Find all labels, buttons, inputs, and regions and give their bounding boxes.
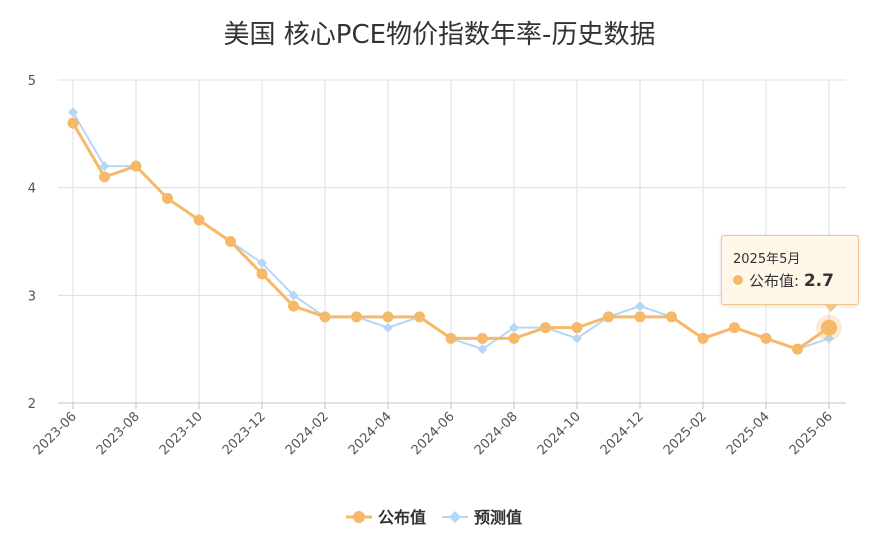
published-point [477, 332, 488, 344]
published-point [288, 300, 299, 312]
x-tick-label: 2024-08 [472, 409, 521, 458]
published-point [319, 311, 331, 323]
published-point [445, 332, 457, 344]
legend-published-label: 公布值 [378, 508, 426, 527]
published-point [130, 160, 142, 172]
published-point [67, 117, 79, 129]
published-point [256, 268, 268, 280]
forecast-point [635, 301, 645, 312]
forecast-point [509, 322, 519, 333]
x-tick-label: 2023-08 [94, 409, 143, 458]
y-tick-label: 5 [28, 74, 36, 89]
forecast-point [383, 322, 393, 333]
y-tick-label: 3 [28, 289, 36, 304]
published-point [99, 171, 110, 183]
published-point [792, 343, 803, 355]
forecast-point [68, 107, 78, 118]
published-point [571, 322, 583, 334]
highlight-point [821, 319, 837, 336]
published-point [508, 332, 520, 344]
published-point [162, 192, 173, 204]
x-tick-label: 2023-12 [220, 409, 269, 458]
published-point [225, 236, 236, 247]
forecast-point [824, 333, 834, 344]
x-tick-label: 2025-02 [661, 409, 710, 458]
x-tick-label: 2024-04 [346, 409, 395, 458]
tooltip-date: 2025年5月 [733, 252, 801, 267]
x-tick-label: 2023-06 [31, 409, 80, 458]
legend-forecast-label: 预测值 [474, 508, 522, 527]
x-tick-label: 2024-06 [409, 409, 458, 458]
x-tick-label: 2025-04 [724, 409, 773, 458]
legend-forecast-diamond-icon [449, 511, 461, 523]
published-point [540, 322, 551, 334]
forecast-point [572, 333, 582, 344]
forecast-point [257, 258, 267, 269]
y-tick-label: 4 [28, 182, 36, 197]
forecast-point [288, 290, 299, 301]
published-point [603, 311, 614, 323]
tooltip-series-label: 公布值: [749, 272, 800, 290]
x-tick-label: 2025-06 [787, 409, 836, 458]
x-tick-label: 2024-10 [535, 409, 584, 458]
forecast-point [477, 344, 488, 355]
published-point [382, 311, 394, 323]
data-tooltip: 2025年5月 公布值: 2.7 [721, 235, 859, 312]
published-point [729, 322, 740, 334]
published-point [760, 332, 772, 344]
forecast-point [99, 161, 110, 172]
chart-title: 美国 核心PCE物价指数年率-历史数据 [223, 20, 656, 50]
x-tick-label: 2023-10 [157, 409, 206, 458]
published-point [414, 311, 425, 323]
published-point [351, 311, 362, 323]
y-tick-label: 2 [28, 397, 36, 412]
published-point [193, 214, 205, 226]
published-point [666, 311, 677, 323]
tooltip-series-dot-icon [733, 275, 743, 285]
legend-published-circle-icon [353, 511, 365, 523]
published-point [697, 332, 709, 344]
published-point [634, 311, 646, 323]
x-tick-label: 2024-02 [283, 409, 332, 458]
tooltip-row: 公布值: 2.7 [733, 270, 834, 291]
x-tick-label: 2024-12 [598, 409, 647, 458]
tooltip-value: 2.7 [803, 271, 834, 291]
